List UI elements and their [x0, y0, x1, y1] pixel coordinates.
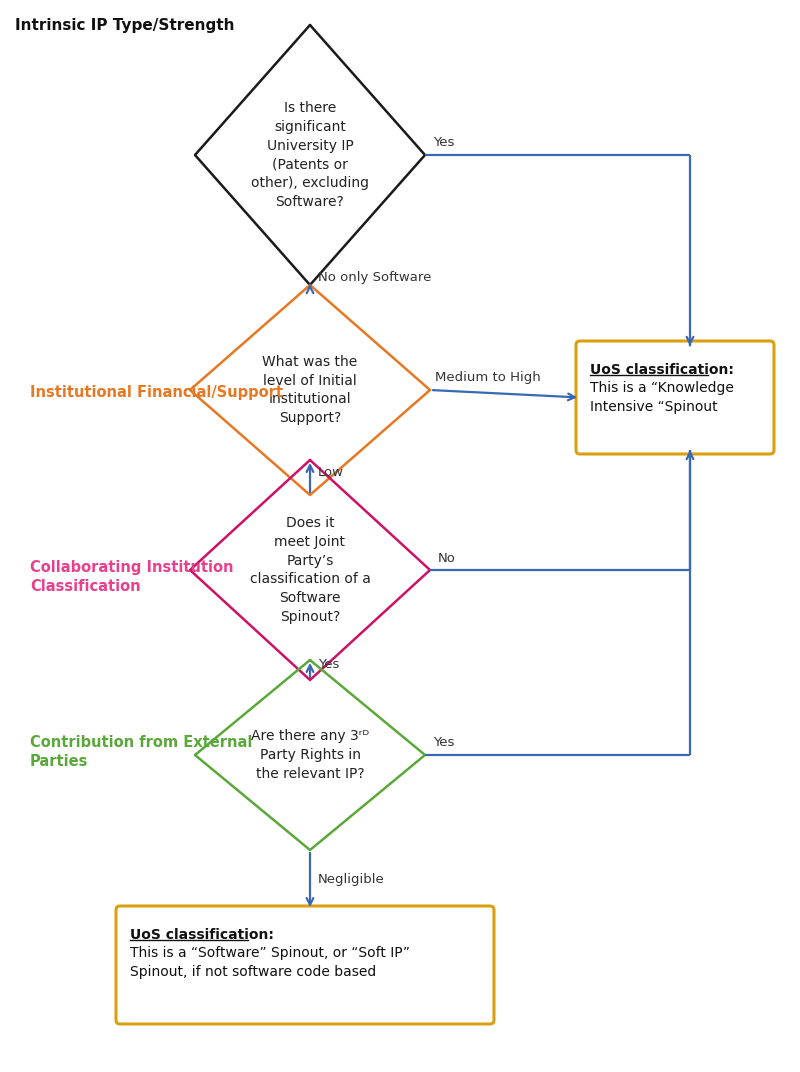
- FancyBboxPatch shape: [576, 341, 774, 455]
- Text: No: No: [438, 551, 456, 565]
- Text: Yes: Yes: [433, 736, 454, 749]
- Text: Intrinsic IP Type/Strength: Intrinsic IP Type/Strength: [15, 18, 234, 33]
- Text: Medium to High: Medium to High: [435, 372, 541, 385]
- Text: What was the
level of Initial
Institutional
Support?: What was the level of Initial Institutio…: [262, 355, 358, 426]
- Text: UoS classification:: UoS classification:: [130, 928, 274, 942]
- Text: Are there any 3ʳᴰ
Party Rights in
the relevant IP?: Are there any 3ʳᴰ Party Rights in the re…: [251, 729, 369, 780]
- FancyBboxPatch shape: [116, 906, 494, 1024]
- Text: Institutional Financial/Support: Institutional Financial/Support: [30, 385, 283, 400]
- Text: UoS classification:: UoS classification:: [590, 363, 734, 377]
- Text: This is a “Software” Spinout, or “Soft IP”
Spinout, if not software code based: This is a “Software” Spinout, or “Soft I…: [130, 946, 410, 979]
- Text: This is a “Knowledge
Intensive “Spinout: This is a “Knowledge Intensive “Spinout: [590, 381, 734, 414]
- Text: Contribution from External
Parties: Contribution from External Parties: [30, 735, 252, 770]
- Text: Collaborating Institution
Classification: Collaborating Institution Classification: [30, 560, 234, 594]
- Text: Negligible: Negligible: [318, 874, 385, 887]
- Text: Low: Low: [318, 466, 344, 479]
- Text: Yes: Yes: [433, 136, 454, 149]
- Text: No only Software: No only Software: [318, 270, 431, 283]
- Text: Is there
significant
University IP
(Patents or
other), excluding
Software?: Is there significant University IP (Pate…: [251, 101, 369, 209]
- Text: Does it
meet Joint
Party’s
classification of a
Software
Spinout?: Does it meet Joint Party’s classificatio…: [250, 516, 370, 624]
- Text: Yes: Yes: [318, 658, 339, 671]
